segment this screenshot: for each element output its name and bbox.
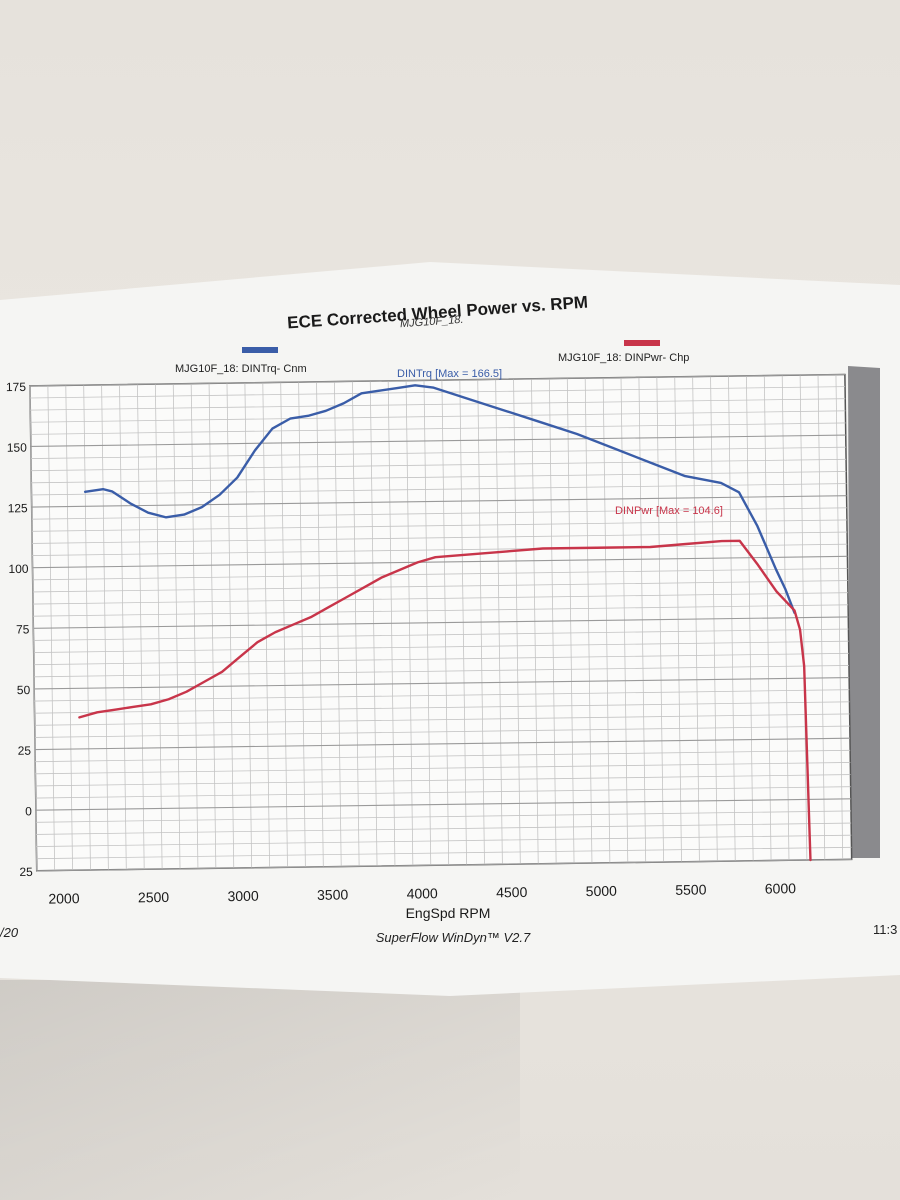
grid-line-horizontal — [36, 858, 852, 872]
grid-line-horizontal — [31, 471, 847, 484]
series-lines — [78, 384, 812, 862]
grid-line-horizontal — [34, 713, 850, 726]
grid-line-horizontal — [36, 810, 851, 823]
x-tick-label: 5000 — [586, 883, 618, 899]
legend-label-power: MJG10F_18: DINPwr- Chp — [558, 352, 689, 364]
grid-line-horizontal — [34, 701, 850, 714]
y-tick-label: 100 — [8, 562, 29, 576]
grid-line-horizontal — [35, 762, 851, 775]
grid-line-horizontal — [32, 555, 848, 569]
series-line-power — [78, 539, 812, 862]
grid-line-horizontal — [36, 846, 852, 860]
plot-area: 2000 2500 3000 3500 4000 4500 5000 5500 6000 175… — [6, 373, 853, 907]
grid-line-horizontal — [33, 604, 849, 617]
y-tick-label: 25 — [18, 744, 32, 758]
legend-label-torque: MJG10F_18: DINTrq- Cnm — [175, 363, 307, 375]
grid-line-horizontal — [30, 410, 846, 423]
x-tick-label: 3500 — [317, 886, 349, 902]
grid-line-horizontal — [30, 422, 846, 435]
footer-date: /20 — [0, 925, 19, 940]
grid-line-horizontal — [35, 749, 851, 763]
grid-line-horizontal — [34, 677, 850, 690]
grid-line-horizontal — [29, 373, 845, 387]
grid-line-horizontal — [32, 568, 848, 581]
x-tick-label: 2000 — [48, 890, 80, 906]
grid-line-horizontal — [33, 640, 849, 653]
grid-line-horizontal — [34, 725, 850, 738]
grid-line-horizontal — [31, 483, 847, 496]
footer-software: SuperFlow WinDyn™ V2.7 — [376, 930, 531, 945]
annotation-torque-max: DINTrq [Max = 166.5] — [397, 368, 502, 380]
grid-line-horizontal — [35, 774, 851, 787]
x-tick-label: 4000 — [407, 885, 439, 901]
x-tick-label: 6000 — [765, 880, 797, 896]
grid-line-horizontal — [36, 834, 852, 847]
series-line-torque — [83, 384, 796, 614]
y-axis-ticks: 175 150 125 100 75 50 25 0 25 — [6, 380, 33, 879]
grid-line-horizontal — [32, 580, 848, 593]
grid-lines — [29, 373, 852, 872]
y-tick-label: 125 — [8, 501, 29, 515]
grid-line-horizontal — [35, 737, 850, 751]
grid-line-horizontal — [34, 665, 849, 678]
annotation-power-max: DINPwr [Max = 104.6] — [615, 505, 723, 517]
x-tick-label: 3000 — [227, 888, 259, 904]
y-tick-label: 25 — [19, 865, 33, 879]
footer-time: 11:3 — [873, 922, 897, 937]
y-tick-label: 50 — [17, 683, 31, 697]
y-tick-label: 0 — [25, 804, 32, 818]
chart-subtitle: MJG10F_18. — [400, 314, 464, 330]
grid-line-horizontal — [33, 652, 849, 666]
grid-line-horizontal — [30, 386, 846, 399]
grid-line-horizontal — [35, 786, 851, 799]
grid-line-horizontal — [30, 446, 846, 459]
x-axis-ticks: 2000 2500 3000 3500 4000 4500 5000 5500 6000 — [48, 880, 796, 906]
grid-line-horizontal — [35, 798, 851, 811]
y-tick-label: 75 — [16, 622, 30, 636]
chart-frame-edge — [848, 366, 880, 858]
grid-line-horizontal — [31, 458, 847, 472]
grid-line-horizontal — [33, 628, 849, 641]
grid-line-horizontal — [32, 531, 848, 544]
photo-shadow — [0, 980, 520, 1200]
legend-swatch-power — [624, 340, 660, 346]
y-tick-label: 150 — [7, 441, 28, 455]
grid-line-horizontal — [33, 616, 849, 629]
grid-line-horizontal — [30, 434, 846, 448]
x-tick-label: 4500 — [496, 884, 528, 900]
legend-swatch-torque — [242, 347, 278, 353]
grid-line-horizontal — [36, 822, 852, 835]
grid-line-horizontal — [31, 495, 847, 508]
grid-line-horizontal — [33, 592, 848, 605]
x-tick-label: 2500 — [138, 889, 170, 905]
grid-line-horizontal — [30, 398, 846, 411]
grid-line-horizontal — [32, 543, 848, 556]
grid-line-horizontal — [31, 519, 847, 532]
y-tick-label: 175 — [6, 380, 27, 394]
x-tick-label: 5500 — [675, 881, 707, 897]
x-axis-label: EngSpd RPM — [406, 905, 491, 921]
